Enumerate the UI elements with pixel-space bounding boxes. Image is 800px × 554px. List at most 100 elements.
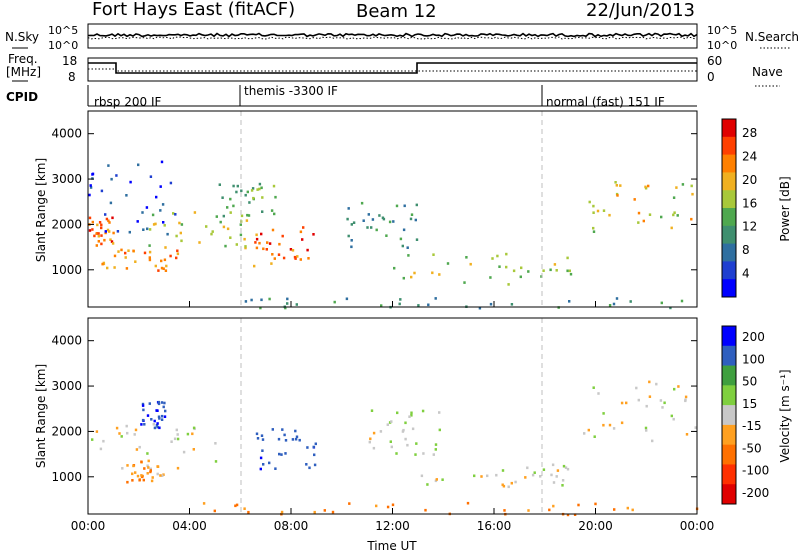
data-cell bbox=[561, 479, 565, 482]
colorbar-frame bbox=[721, 325, 737, 505]
data-cell bbox=[255, 246, 259, 250]
data-cell bbox=[148, 256, 151, 259]
data-cell bbox=[566, 467, 570, 471]
data-cell bbox=[555, 269, 558, 272]
data-cell bbox=[102, 439, 105, 443]
data-cell bbox=[146, 452, 149, 455]
data-cell bbox=[115, 426, 119, 430]
noise-ytick-bottom-right: 10^0 bbox=[707, 39, 737, 52]
data-cell bbox=[386, 423, 389, 426]
colorbar-swatch bbox=[722, 424, 736, 446]
data-cell bbox=[375, 228, 378, 232]
data-cell bbox=[108, 221, 111, 224]
data-cell bbox=[244, 246, 247, 250]
data-cell bbox=[645, 429, 648, 432]
data-cell bbox=[113, 254, 117, 258]
data-cell bbox=[505, 252, 508, 256]
data-cell bbox=[100, 226, 103, 230]
data-cell bbox=[259, 456, 263, 460]
data-cell bbox=[96, 223, 99, 227]
velocity-panel-bg bbox=[88, 318, 697, 514]
data-cell bbox=[289, 248, 293, 251]
data-cell bbox=[159, 209, 162, 212]
data-cell bbox=[380, 304, 383, 307]
data-cell bbox=[391, 503, 395, 507]
data-cell bbox=[388, 421, 392, 424]
data-cell bbox=[388, 220, 392, 224]
data-cell bbox=[111, 242, 115, 245]
noise-ytick-top-left: 10^5 bbox=[48, 24, 78, 37]
data-cell bbox=[176, 252, 180, 256]
data-cell bbox=[135, 448, 139, 451]
data-cell bbox=[368, 440, 371, 444]
data-cell bbox=[260, 232, 263, 236]
xtick-label: 12:00 bbox=[375, 519, 410, 533]
data-cell bbox=[625, 401, 628, 405]
data-cell bbox=[465, 256, 468, 259]
data-cell bbox=[294, 257, 297, 260]
data-cell bbox=[97, 240, 100, 243]
data-cell bbox=[348, 502, 351, 505]
data-cell bbox=[156, 425, 159, 429]
data-cell bbox=[592, 226, 595, 230]
ytick-label: 4000 bbox=[51, 334, 82, 348]
colorbar-tick-label: 15 bbox=[742, 397, 757, 411]
data-cell bbox=[489, 276, 492, 279]
data-cell bbox=[406, 443, 409, 447]
data-cell bbox=[256, 437, 260, 440]
colorbar-swatch bbox=[722, 279, 736, 298]
data-cell bbox=[434, 448, 437, 451]
data-cell bbox=[507, 485, 510, 489]
data-cell bbox=[501, 469, 505, 472]
data-cell bbox=[95, 244, 98, 247]
data-cell bbox=[108, 230, 111, 233]
data-cell bbox=[644, 426, 648, 430]
noise-left-label: N.Sky bbox=[5, 30, 39, 44]
data-cell bbox=[128, 230, 131, 234]
data-cell bbox=[542, 269, 545, 272]
data-cell bbox=[278, 242, 281, 246]
data-cell bbox=[510, 481, 513, 485]
noise-sky-trace bbox=[87, 32, 698, 38]
data-cell bbox=[612, 302, 616, 306]
colorbar-tick-label: -200 bbox=[742, 486, 769, 500]
data-cell bbox=[592, 386, 595, 389]
freq-panel: Freq. [MHz] 18 8 60 0 Nave bbox=[6, 52, 783, 87]
data-cell bbox=[350, 239, 353, 242]
data-cell bbox=[151, 213, 155, 217]
noise-panel-frame bbox=[87, 23, 698, 49]
data-cell bbox=[145, 206, 149, 209]
data-cell bbox=[160, 414, 164, 418]
data-cell bbox=[409, 217, 413, 221]
data-cell bbox=[146, 414, 150, 417]
data-cell bbox=[232, 204, 235, 208]
velocity-cells bbox=[91, 380, 699, 517]
data-cell bbox=[95, 232, 98, 235]
data-cell bbox=[597, 392, 600, 395]
data-cell bbox=[587, 428, 590, 432]
data-cell bbox=[655, 382, 658, 386]
data-cell bbox=[91, 228, 94, 231]
data-cell bbox=[104, 213, 107, 216]
data-cell bbox=[551, 463, 555, 467]
data-cell bbox=[284, 452, 287, 455]
data-cell bbox=[169, 254, 172, 258]
data-cell bbox=[399, 237, 403, 241]
data-cell bbox=[134, 260, 137, 263]
data-cell bbox=[141, 402, 145, 406]
data-cell bbox=[142, 408, 145, 412]
data-cell bbox=[182, 450, 186, 454]
data-cell bbox=[109, 238, 112, 241]
data-cell bbox=[214, 442, 217, 445]
colorbar-frame bbox=[721, 118, 737, 298]
data-cell bbox=[106, 228, 110, 232]
cpid-label: CPID bbox=[6, 90, 38, 104]
data-cell bbox=[162, 267, 165, 270]
data-cell bbox=[141, 211, 144, 214]
data-cell bbox=[415, 203, 418, 207]
data-cell bbox=[149, 467, 152, 471]
nave-trace bbox=[88, 68, 697, 72]
data-cell bbox=[156, 465, 159, 468]
colorbar-tick-label: 20 bbox=[742, 173, 757, 187]
